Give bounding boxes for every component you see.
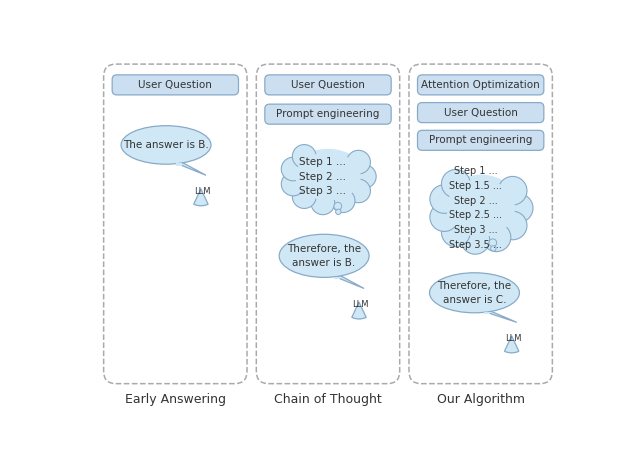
FancyBboxPatch shape	[256, 64, 400, 384]
FancyBboxPatch shape	[417, 75, 544, 95]
Circle shape	[335, 209, 341, 214]
Circle shape	[292, 145, 316, 168]
Circle shape	[282, 172, 305, 196]
Ellipse shape	[447, 179, 515, 237]
Ellipse shape	[441, 174, 520, 242]
Text: Chain of Thought: Chain of Thought	[274, 393, 382, 406]
Polygon shape	[484, 312, 490, 314]
Circle shape	[442, 218, 470, 247]
Wedge shape	[352, 302, 366, 319]
Text: LLM: LLM	[352, 300, 369, 309]
Circle shape	[489, 239, 497, 247]
Circle shape	[347, 179, 371, 203]
FancyBboxPatch shape	[417, 102, 544, 123]
Wedge shape	[504, 336, 519, 353]
FancyBboxPatch shape	[417, 130, 544, 150]
Circle shape	[353, 164, 376, 188]
Polygon shape	[333, 277, 340, 279]
Text: Therefore, the
answer is C.: Therefore, the answer is C.	[437, 281, 511, 305]
Text: Step 1 ...
Step 2 ...
Step 3 ...: Step 1 ... Step 2 ... Step 3 ...	[300, 157, 346, 196]
Ellipse shape	[279, 234, 369, 277]
Circle shape	[430, 185, 459, 213]
Circle shape	[461, 226, 490, 254]
Text: Prompt engineering: Prompt engineering	[276, 109, 380, 119]
Ellipse shape	[295, 152, 361, 201]
Circle shape	[442, 170, 470, 198]
Text: LLM: LLM	[505, 334, 522, 343]
Circle shape	[292, 185, 316, 209]
FancyBboxPatch shape	[409, 64, 552, 384]
Text: User Question: User Question	[291, 80, 365, 90]
Ellipse shape	[290, 149, 366, 204]
Circle shape	[311, 191, 335, 215]
FancyBboxPatch shape	[265, 104, 391, 124]
Circle shape	[498, 211, 527, 240]
Polygon shape	[175, 163, 206, 175]
Circle shape	[498, 176, 527, 205]
Ellipse shape	[429, 273, 520, 313]
Text: Our Algorithm: Our Algorithm	[436, 393, 525, 406]
Text: Early Answering: Early Answering	[125, 393, 226, 406]
Text: Prompt engineering: Prompt engineering	[429, 135, 532, 145]
FancyBboxPatch shape	[104, 64, 247, 384]
FancyBboxPatch shape	[265, 75, 391, 95]
Text: Step 1 ...
Step 1.5 ...
Step 2 ...
Step 2.5 ...
Step 3 ...
Step 3.5 ...: Step 1 ... Step 1.5 ... Step 2 ... Step …	[449, 166, 502, 250]
Circle shape	[430, 203, 459, 231]
Ellipse shape	[121, 125, 211, 164]
Circle shape	[347, 150, 371, 174]
Polygon shape	[483, 311, 516, 322]
Circle shape	[482, 223, 511, 251]
Circle shape	[504, 194, 533, 222]
Text: User Question: User Question	[444, 108, 518, 118]
Wedge shape	[194, 189, 208, 206]
FancyBboxPatch shape	[112, 75, 239, 95]
Text: Therefore, the
answer is B.: Therefore, the answer is B.	[287, 244, 361, 268]
Text: LLM: LLM	[194, 187, 211, 196]
Polygon shape	[333, 276, 364, 289]
Polygon shape	[175, 164, 182, 166]
Circle shape	[282, 157, 305, 181]
Text: User Question: User Question	[138, 80, 212, 90]
Text: The answer is B.: The answer is B.	[123, 140, 209, 150]
Circle shape	[491, 246, 496, 251]
Circle shape	[331, 189, 355, 212]
Text: Attention Optimization: Attention Optimization	[421, 80, 540, 90]
Circle shape	[334, 203, 342, 210]
